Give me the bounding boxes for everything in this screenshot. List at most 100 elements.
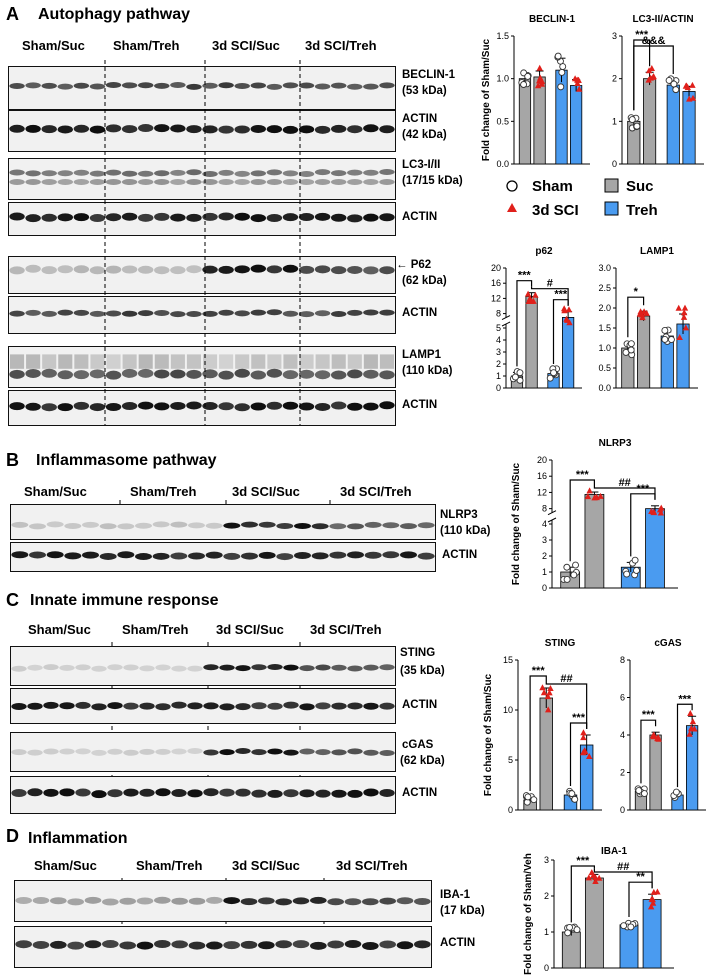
lamp1-kda: (110 kDa) <box>402 365 453 377</box>
band <box>91 749 107 756</box>
significance-label: *** <box>532 665 546 677</box>
band <box>27 749 43 756</box>
legend-suc: Suc <box>626 178 654 195</box>
data-point <box>524 290 532 297</box>
band <box>11 703 27 711</box>
panel-a-letter: A <box>6 4 19 24</box>
band <box>203 702 219 710</box>
band <box>64 552 82 560</box>
band <box>9 310 25 317</box>
band <box>89 214 106 223</box>
lc3-kda: (17/15 kDa) <box>402 175 463 187</box>
data-point <box>650 509 657 516</box>
band <box>379 370 395 380</box>
band <box>43 748 59 755</box>
band <box>107 789 123 798</box>
sham-marker-icon <box>506 180 518 192</box>
actin-blot <box>8 390 396 426</box>
significance-label: ## <box>617 861 629 873</box>
data-point <box>573 926 581 934</box>
band <box>234 212 250 221</box>
data-point <box>558 68 566 76</box>
data-point <box>649 73 657 80</box>
data-point <box>683 82 690 89</box>
band <box>250 214 267 223</box>
bar <box>649 734 662 811</box>
data-point <box>689 718 697 725</box>
significance-label: * <box>634 286 639 298</box>
band <box>171 789 187 798</box>
band <box>396 897 414 905</box>
band <box>170 311 186 318</box>
band <box>283 664 299 671</box>
band <box>241 552 258 560</box>
band <box>170 521 188 528</box>
group-label: 3d SCI/Treh <box>310 622 382 637</box>
band <box>379 401 395 410</box>
band <box>67 941 84 950</box>
band <box>250 82 267 89</box>
band <box>43 701 59 709</box>
band <box>258 521 276 528</box>
band <box>315 789 331 798</box>
band <box>400 551 417 559</box>
lc3-blot <box>8 158 396 200</box>
band <box>154 212 170 221</box>
lamp1-label: LAMP1 <box>402 349 441 361</box>
band <box>330 213 347 222</box>
significance-bracket <box>633 45 674 111</box>
band <box>241 521 258 528</box>
band <box>234 125 250 134</box>
band <box>363 266 379 275</box>
band <box>266 368 283 378</box>
band <box>218 309 234 316</box>
band <box>266 125 283 134</box>
y-tick-label: 8 <box>620 655 625 665</box>
chart-title: IBA-1 <box>601 846 628 857</box>
group-label: 3d SCI/Suc <box>232 484 300 499</box>
band <box>363 402 379 411</box>
band <box>223 552 241 560</box>
band <box>379 897 396 905</box>
significance-bracket <box>552 299 569 364</box>
data-point <box>579 749 587 756</box>
data-point <box>568 790 576 798</box>
band <box>57 213 74 222</box>
data-point <box>530 796 538 804</box>
y-tick-label: 2 <box>544 891 549 901</box>
band <box>364 521 382 528</box>
band <box>250 370 267 380</box>
band <box>43 788 59 797</box>
band <box>27 664 43 671</box>
band <box>154 309 170 316</box>
sting-blot <box>10 646 396 686</box>
band <box>379 749 395 756</box>
band <box>43 664 59 671</box>
band <box>91 703 107 711</box>
band <box>137 213 154 222</box>
band <box>64 522 82 529</box>
data-point <box>575 76 582 83</box>
actin-blot <box>8 202 396 236</box>
band <box>414 940 431 949</box>
band <box>75 664 91 671</box>
band <box>331 664 347 671</box>
y-tick-label: 1 <box>544 927 549 937</box>
band <box>330 179 347 185</box>
band <box>105 82 122 89</box>
band <box>251 664 267 671</box>
chart-title: p62 <box>535 246 553 257</box>
y-axis-label: Fold change of Sham/Veh <box>523 853 534 975</box>
actin-label: ACTIN <box>440 937 476 949</box>
data-point <box>686 730 693 737</box>
band <box>298 179 315 185</box>
data-point <box>563 563 571 571</box>
data-point <box>687 709 694 716</box>
chart-title: BECLIN-1 <box>529 14 576 25</box>
band <box>170 169 186 176</box>
band <box>218 212 234 221</box>
data-point <box>520 81 528 88</box>
band <box>15 940 32 949</box>
band <box>363 702 379 710</box>
data-point <box>640 790 648 797</box>
